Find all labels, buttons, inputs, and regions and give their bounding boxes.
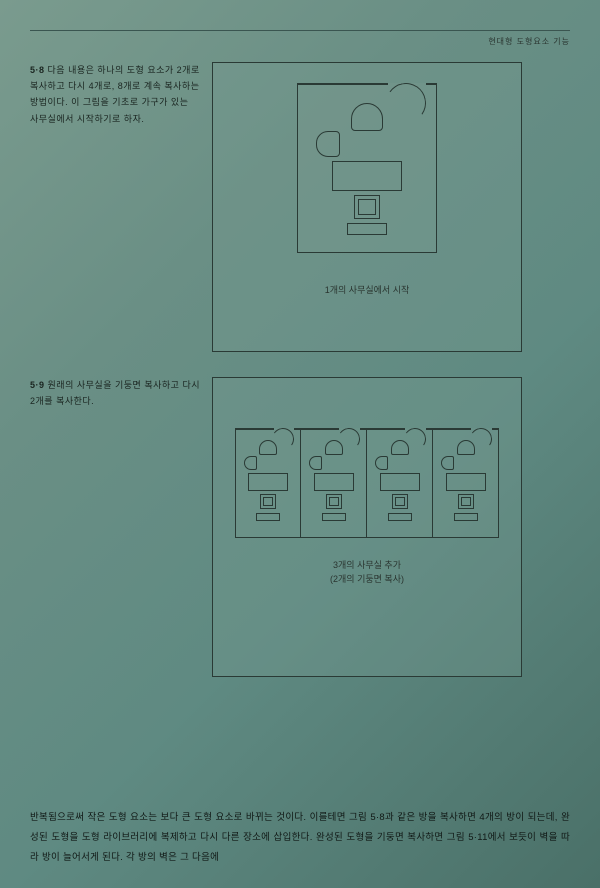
wall-top-left: [298, 83, 388, 85]
chair-side-icon: [441, 456, 454, 470]
section-2: 5·9 원래의 사무실을 기둥면 복사하고 다시 2개를 복사한다.: [30, 377, 570, 677]
chair-icon: [259, 440, 277, 455]
chair-icon: [351, 103, 383, 131]
figure-1: 1개의 사무실에서 시작: [212, 62, 522, 352]
desk-icon: [248, 473, 288, 491]
bottom-paragraph: 반복됨으로써 작은 도형 요소는 보다 큰 도형 요소로 바뀌는 것이다. 이를…: [30, 808, 570, 868]
office-room-4: [433, 428, 499, 538]
door-arc-icon: [383, 80, 429, 126]
figure-2-caption: 3개의 사무실 추가 (2개의 기둥면 복사): [330, 558, 404, 587]
rooms-row: [235, 428, 499, 538]
chair-side-icon: [309, 456, 322, 470]
chair-side-icon: [375, 456, 388, 470]
figure-1-caption: 1개의 사무실에서 시작: [325, 283, 410, 296]
wall-top-right: [426, 83, 436, 85]
header-rule: [30, 30, 570, 31]
base-icon: [388, 513, 412, 521]
base-icon: [256, 513, 280, 521]
section-1-number: 5·8: [30, 65, 45, 75]
section-2-text: 5·9 원래의 사무실을 기둥면 복사하고 다시 2개를 복사한다.: [30, 377, 200, 677]
monitor-icon: [260, 494, 276, 509]
monitor-icon: [392, 494, 408, 509]
chair-icon: [457, 440, 475, 455]
monitor-icon: [326, 494, 342, 509]
chair-icon: [325, 440, 343, 455]
chair-side-icon: [316, 131, 340, 157]
office-room-1: [235, 428, 301, 538]
office-room-2: [301, 428, 367, 538]
base-icon: [347, 223, 387, 235]
desk-icon: [446, 473, 486, 491]
section-2-body: 원래의 사무실을 기둥면 복사하고 다시 2개를 복사한다.: [30, 380, 200, 406]
chair-icon: [391, 440, 409, 455]
desk-icon: [332, 161, 402, 191]
figure-2-caption-line2: (2개의 기둥면 복사): [330, 572, 404, 586]
page-container: 현대형 도형요소 기능 5·8 다음 내용은 하나의 도형 요소가 2개로 복사…: [0, 0, 600, 888]
section-1-text: 5·8 다음 내용은 하나의 도형 요소가 2개로 복사하고 다시 4개로, 8…: [30, 62, 200, 352]
section-2-number: 5·9: [30, 380, 45, 390]
figure-2-caption-line1: 3개의 사무실 추가: [330, 558, 404, 572]
header-right-text: 현대형 도형요소 기능: [30, 36, 570, 47]
desk-icon: [314, 473, 354, 491]
base-icon: [322, 513, 346, 521]
section-1: 5·8 다음 내용은 하나의 도형 요소가 2개로 복사하고 다시 4개로, 8…: [30, 62, 570, 352]
office-room: [297, 83, 437, 253]
monitor-icon: [458, 494, 474, 509]
section-1-body: 다음 내용은 하나의 도형 요소가 2개로 복사하고 다시 4개로, 8개로 계…: [30, 65, 200, 124]
desk-icon: [380, 473, 420, 491]
office-room-3: [367, 428, 433, 538]
base-icon: [454, 513, 478, 521]
monitor-icon: [354, 195, 380, 219]
chair-side-icon: [244, 456, 257, 470]
figure-2: 3개의 사무실 추가 (2개의 기둥면 복사): [212, 377, 522, 677]
